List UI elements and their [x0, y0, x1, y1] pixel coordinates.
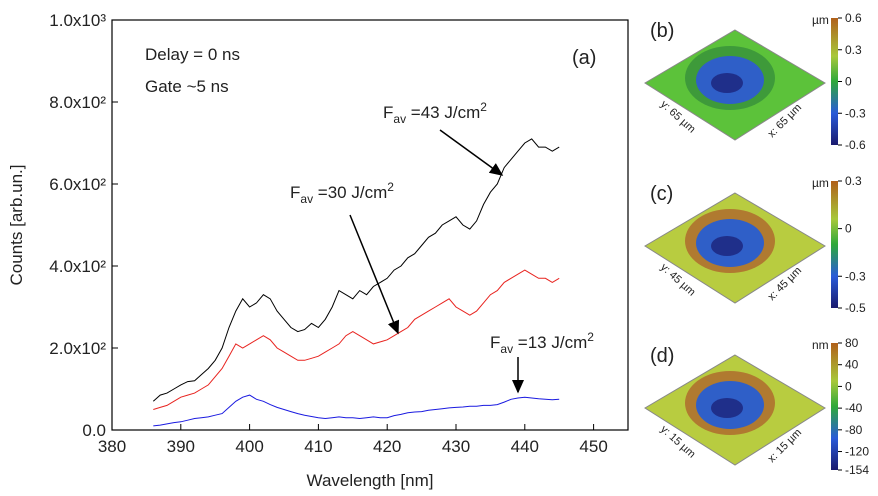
colorbar-unit: nm: [812, 338, 829, 352]
y-tick-label: 8.0x10²: [49, 93, 106, 112]
annotation-sup: 2: [387, 180, 394, 194]
annotation-part: F: [490, 333, 500, 352]
panel-label: (b): [650, 20, 674, 42]
colorbar-tick-label: -0.3: [845, 269, 866, 283]
arrow: [349, 214, 400, 335]
crater-core: [711, 73, 743, 93]
x-tick-label: 420: [373, 437, 401, 456]
annotation: Fav =13 J/cm2: [490, 330, 594, 356]
y-tick-label: 1.0x10³: [49, 11, 106, 30]
annotation-part: F: [383, 103, 393, 122]
colorbar-tick-label: -0.3: [845, 106, 866, 120]
y-tick-label: 4.0x10²: [49, 257, 106, 276]
annotation-sub: av: [500, 342, 513, 356]
annotation-part: =13 J/cm: [513, 333, 587, 352]
colorbar-tick-label: 0.3: [845, 43, 862, 57]
y-axis-title: Counts [arb.un.]: [7, 165, 26, 286]
annotation-part: =43 J/cm: [406, 103, 480, 122]
annotation-part: =30 J/cm: [313, 183, 387, 202]
x-tick-label: 430: [442, 437, 470, 456]
panel-label: (d): [650, 345, 674, 367]
annotation-sup: 2: [480, 100, 487, 114]
colorbar-tick-label: 0: [845, 222, 852, 236]
x-axis-title: Wavelength [nm]: [307, 471, 434, 490]
colorbar-tick-label: 0: [845, 75, 852, 89]
line: [152, 138, 560, 402]
annotation: Fav =43 J/cm2: [383, 100, 487, 126]
annotation: Fav =30 J/cm2: [290, 180, 394, 206]
colorbar-tick-label: -154: [845, 463, 869, 477]
note: Gate ~5 ns: [145, 77, 229, 96]
colorbar: [831, 18, 838, 145]
colorbar-tick-label: -40: [845, 401, 863, 415]
colorbar-tick-label: -80: [845, 423, 863, 437]
colorbar-tick-label: 0.6: [845, 11, 862, 25]
x-tick-label: 390: [167, 437, 195, 456]
arrow: [439, 129, 504, 176]
annotation-sub: av: [300, 192, 313, 206]
line: [153, 394, 560, 427]
panel-label: (a): [572, 47, 596, 69]
annotation-sup: 2: [587, 330, 594, 344]
y-tick-label: 0.0: [82, 421, 106, 440]
colorbar-tick-label: -0.6: [845, 138, 866, 152]
colorbar: [831, 181, 838, 308]
x-tick-label: 440: [511, 437, 539, 456]
y-tick-label: 6.0x10²: [49, 175, 106, 194]
x-tick-label: 410: [304, 437, 332, 456]
crater-core: [711, 398, 743, 418]
colorbar-unit: µm: [812, 13, 829, 27]
colorbar-tick-label: -120: [845, 445, 869, 459]
colorbar-tick-label: -0.5: [845, 301, 866, 315]
annotation-part: F: [290, 183, 300, 202]
colorbar-tick-label: 0.3: [845, 174, 862, 188]
x-tick-label: 400: [235, 437, 263, 456]
crater-core: [711, 236, 743, 256]
colorbar-tick-label: 40: [845, 358, 859, 372]
annotation-sub: av: [393, 112, 406, 126]
plot-frame: [111, 19, 629, 431]
colorbar: [831, 343, 838, 470]
x-tick-label: 380: [98, 437, 126, 456]
colorbar-tick-label: 80: [845, 336, 859, 350]
x-tick-label: 450: [579, 437, 607, 456]
colorbar-unit: µm: [812, 176, 829, 190]
colorbar-tick-label: 0: [845, 379, 852, 393]
note: Delay = 0 ns: [145, 45, 240, 64]
y-tick-label: 2.0x10²: [49, 339, 106, 358]
line: [153, 269, 560, 410]
panel-label: (c): [650, 183, 673, 205]
